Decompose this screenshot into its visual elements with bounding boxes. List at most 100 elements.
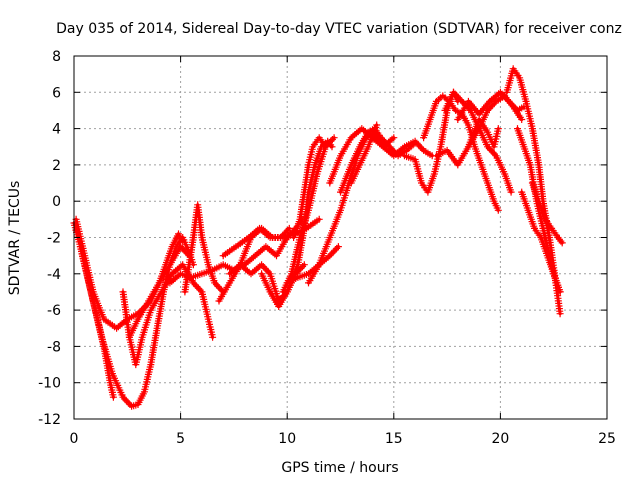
data-point bbox=[168, 263, 172, 267]
data-point bbox=[477, 127, 481, 131]
data-point bbox=[221, 263, 225, 267]
data-point bbox=[430, 154, 434, 158]
data-point bbox=[452, 90, 455, 94]
data-point bbox=[277, 305, 281, 308]
data-point bbox=[260, 272, 264, 276]
data-point bbox=[466, 145, 470, 149]
data-point bbox=[486, 181, 490, 185]
data-point bbox=[100, 335, 104, 339]
data-point bbox=[432, 172, 436, 176]
data-point bbox=[102, 317, 106, 321]
data-point bbox=[328, 254, 332, 258]
data-point bbox=[264, 245, 268, 249]
data-point bbox=[238, 263, 242, 267]
data-point bbox=[403, 154, 406, 158]
data-point bbox=[296, 275, 300, 279]
x-tick-label: 25 bbox=[598, 431, 616, 447]
data-point bbox=[130, 404, 134, 408]
x-tick-label: 0 bbox=[70, 431, 79, 447]
data-point bbox=[249, 236, 253, 239]
series-arc-5 bbox=[125, 243, 193, 341]
data-point bbox=[492, 199, 496, 203]
data-point bbox=[211, 268, 215, 272]
data-point bbox=[486, 130, 490, 134]
data-point bbox=[413, 141, 417, 145]
data-point bbox=[307, 272, 310, 276]
data-point bbox=[550, 226, 554, 230]
data-point bbox=[516, 127, 519, 131]
chart-title: Day 035 of 2014, Sidereal Day-to-day VTE… bbox=[56, 21, 622, 37]
data-point bbox=[494, 154, 498, 158]
data-point bbox=[505, 90, 509, 94]
data-point bbox=[200, 290, 204, 294]
data-point bbox=[191, 263, 195, 267]
data-point bbox=[183, 290, 187, 294]
x-tick-label: 5 bbox=[176, 431, 185, 447]
data-point bbox=[270, 236, 274, 239]
data-point bbox=[560, 241, 564, 245]
data-point bbox=[313, 163, 317, 167]
data-point bbox=[358, 163, 362, 167]
data-point bbox=[221, 254, 225, 258]
data-point bbox=[528, 163, 532, 167]
data-point bbox=[149, 308, 153, 312]
x-axis-label: GPS time / hours bbox=[281, 460, 398, 476]
data-point bbox=[155, 326, 159, 330]
data-point bbox=[319, 145, 323, 149]
data-point bbox=[134, 363, 138, 367]
y-tick-label: -6 bbox=[47, 303, 61, 319]
data-point bbox=[147, 299, 151, 303]
data-point bbox=[332, 136, 336, 140]
data-point bbox=[179, 272, 183, 276]
data-point bbox=[422, 148, 426, 152]
data-point bbox=[518, 76, 522, 80]
data-point bbox=[558, 290, 562, 294]
y-tick-label: -12 bbox=[38, 412, 61, 428]
data-point bbox=[140, 335, 144, 339]
data-point bbox=[149, 363, 153, 367]
y-tick-label: 8 bbox=[52, 49, 61, 65]
y-tick-label: -8 bbox=[47, 339, 61, 355]
data-point bbox=[469, 108, 473, 112]
data-point bbox=[488, 99, 492, 103]
data-point bbox=[136, 403, 140, 406]
data-point bbox=[74, 217, 78, 221]
data-point bbox=[328, 181, 332, 185]
data-point bbox=[177, 232, 180, 236]
data-point bbox=[292, 236, 296, 239]
data-point bbox=[358, 145, 362, 149]
data-point bbox=[164, 263, 168, 267]
data-point bbox=[524, 99, 528, 103]
y-tick-label: -2 bbox=[47, 231, 61, 247]
data-point bbox=[537, 163, 541, 167]
data-point bbox=[349, 163, 353, 167]
series-arc-18 bbox=[347, 121, 381, 187]
y-tick-label: 0 bbox=[52, 194, 61, 210]
data-point bbox=[159, 290, 163, 294]
data-point bbox=[168, 281, 172, 285]
data-point bbox=[196, 203, 200, 207]
data-point bbox=[253, 254, 257, 258]
data-point bbox=[89, 290, 93, 294]
x-tick-label: 20 bbox=[491, 431, 509, 447]
data-point bbox=[302, 190, 306, 194]
data-point bbox=[191, 281, 195, 285]
data-point bbox=[200, 236, 204, 239]
data-point bbox=[456, 118, 460, 121]
data-point bbox=[349, 181, 353, 185]
data-point bbox=[115, 326, 119, 330]
data-point bbox=[339, 190, 342, 194]
data-point bbox=[456, 163, 460, 167]
data-point bbox=[503, 94, 507, 98]
data-point bbox=[454, 108, 458, 112]
data-point bbox=[541, 226, 545, 230]
data-point bbox=[556, 236, 560, 239]
data-point bbox=[520, 190, 524, 194]
data-point bbox=[530, 127, 534, 131]
data-point bbox=[324, 145, 328, 149]
data-point bbox=[179, 245, 183, 249]
data-point bbox=[511, 105, 515, 109]
y-tick-label: 6 bbox=[52, 85, 61, 101]
data-point bbox=[460, 99, 464, 103]
data-point bbox=[545, 254, 549, 258]
